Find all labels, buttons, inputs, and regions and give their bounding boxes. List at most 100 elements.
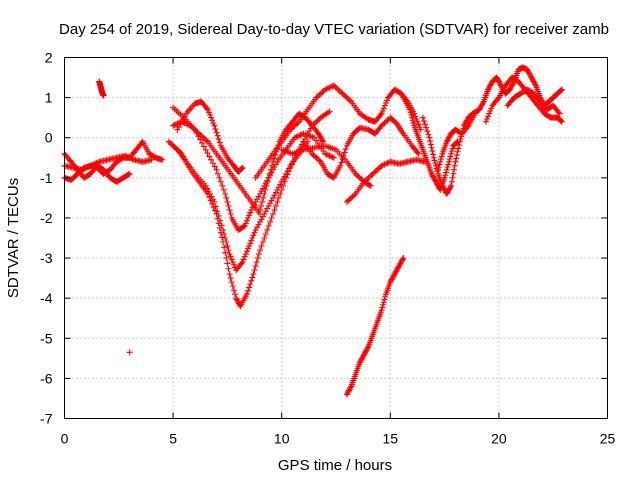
data-point [487, 81, 494, 88]
y-tick-label: -4 [40, 290, 53, 306]
data-point [233, 295, 240, 302]
data-point [487, 107, 494, 114]
data-point [427, 138, 434, 145]
data-point [448, 150, 455, 157]
data-point [225, 202, 232, 209]
x-tick-label: 5 [169, 431, 177, 447]
data-point [172, 121, 179, 128]
data-point [445, 136, 452, 143]
data-point [407, 109, 414, 116]
data-point [429, 148, 436, 155]
data-point [268, 214, 275, 221]
data-series [435, 110, 479, 173]
data-point [224, 260, 231, 267]
data-point [260, 194, 267, 201]
data-point [280, 176, 287, 183]
data-point [213, 210, 220, 217]
data-point [180, 119, 187, 126]
data-point [415, 150, 422, 157]
y-tick-label: 0 [45, 130, 53, 146]
data-point [332, 83, 339, 90]
data-point [200, 134, 207, 141]
data-point [345, 197, 352, 204]
data-point [316, 91, 323, 98]
data-point [330, 82, 337, 89]
data-point [360, 352, 367, 359]
data-point [226, 206, 233, 213]
data-point [327, 153, 334, 160]
data-point [226, 251, 233, 258]
data-point [80, 166, 87, 173]
data-point [258, 243, 265, 250]
data-point [294, 120, 301, 127]
data-point [446, 156, 453, 163]
data-point [378, 110, 385, 117]
data-point [392, 269, 399, 276]
data-point [171, 144, 178, 151]
data-point [427, 141, 434, 148]
data-point [126, 349, 133, 356]
data-point [315, 130, 322, 137]
x-tick-label: 20 [491, 431, 507, 447]
data-point [453, 155, 460, 162]
data-point [437, 156, 444, 163]
data-point [337, 162, 344, 169]
data-point [241, 222, 248, 229]
data-point [210, 120, 217, 127]
data-point [180, 153, 187, 160]
data-point [254, 196, 261, 203]
data-point [256, 206, 263, 213]
data-point [362, 177, 369, 184]
data-point [213, 166, 220, 173]
data-point [415, 121, 422, 128]
data-point [211, 122, 218, 129]
data-point [341, 149, 348, 156]
data-point [524, 67, 531, 74]
data-point [323, 85, 330, 92]
data-point [347, 384, 354, 391]
data-point [181, 120, 188, 127]
data-series [96, 78, 107, 99]
data-point [283, 174, 290, 181]
data-point [84, 164, 91, 171]
data-point [222, 235, 229, 241]
data-point [450, 170, 457, 177]
data-point [380, 162, 387, 169]
data-point [188, 124, 195, 131]
data-point [288, 161, 295, 168]
data-point [361, 349, 368, 356]
data-point [126, 170, 133, 177]
data-point [390, 272, 397, 279]
data-point [366, 182, 373, 189]
data-point [408, 111, 415, 118]
data-series [343, 156, 429, 205]
data-point [318, 136, 325, 143]
data-point [294, 133, 301, 140]
data-point [445, 186, 452, 193]
data-point [245, 287, 252, 294]
data-point [206, 153, 213, 160]
data-point [416, 124, 423, 131]
data-point [406, 106, 413, 113]
data-point [171, 122, 178, 129]
data-point [368, 172, 375, 179]
data-point [204, 150, 211, 157]
y-axis-label: SDTVAR / TECUs [5, 178, 22, 298]
data-point [87, 162, 94, 169]
data-point [398, 259, 405, 266]
data-point [252, 226, 259, 233]
data-point [266, 170, 273, 177]
data-point [265, 222, 272, 229]
data-point [264, 178, 271, 185]
data-point [203, 137, 210, 144]
data-point [314, 117, 321, 124]
data-point [317, 90, 324, 97]
data-point [208, 156, 215, 163]
data-series [504, 86, 563, 117]
data-point [364, 345, 371, 352]
data-point [228, 279, 235, 286]
data-point [344, 390, 351, 397]
data-point [531, 79, 538, 86]
data-point [432, 178, 439, 185]
data-point [183, 120, 190, 127]
